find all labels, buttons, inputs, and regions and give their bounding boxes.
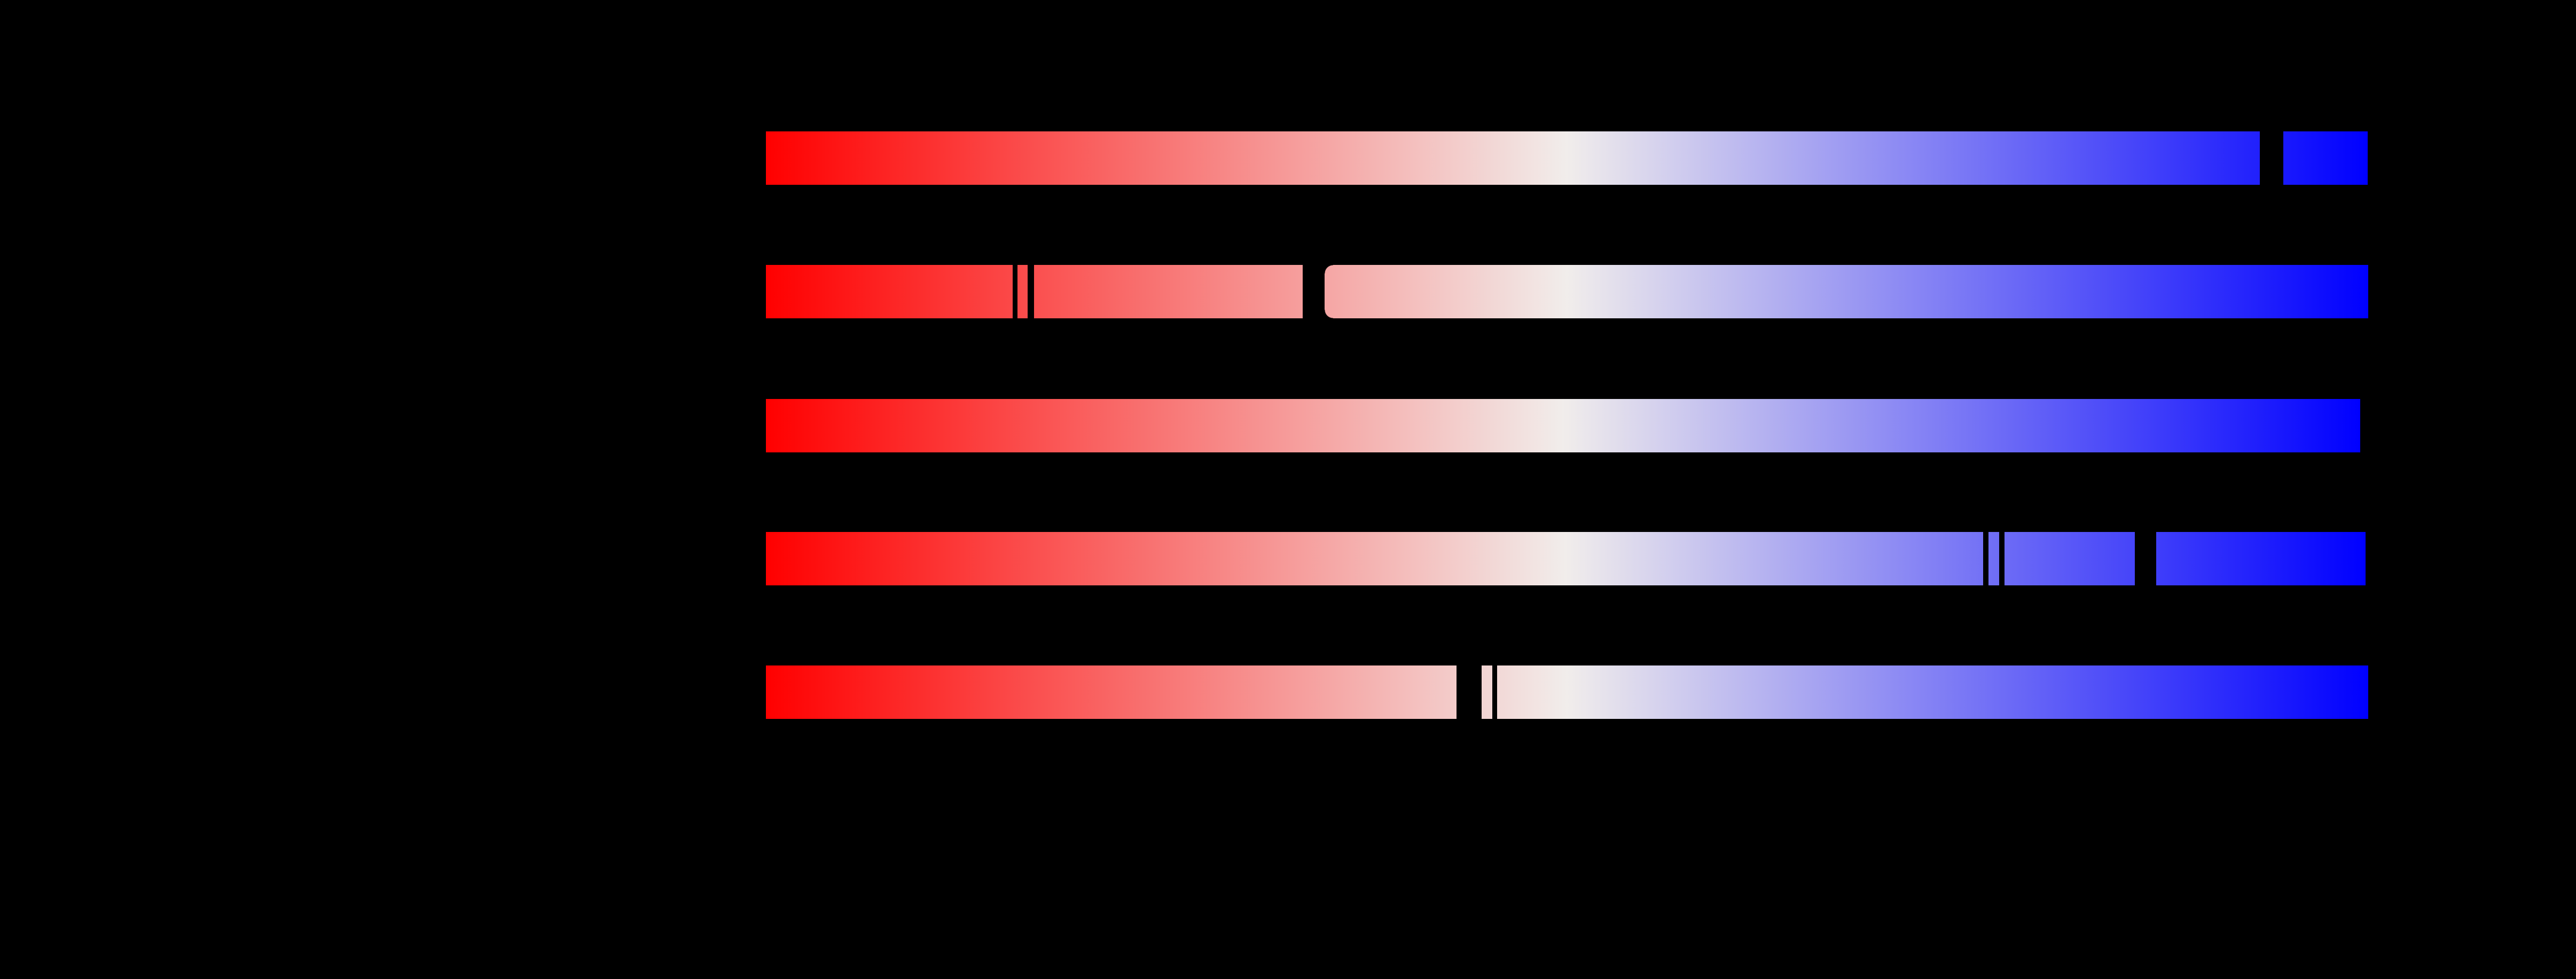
gradient-bar-row-4 [766, 531, 2366, 586]
bar-gap [1492, 665, 1497, 719]
bar-gap [1983, 531, 1988, 586]
segment-rounded-corner [1325, 265, 1333, 273]
bar-gap [1457, 665, 1482, 719]
gradient-bar-row-1 [766, 131, 2368, 185]
bar-gap [1028, 264, 1034, 319]
segment-rounded-corner [1325, 310, 1333, 318]
bar-gap [1013, 264, 1017, 319]
bar-gap [1303, 264, 1325, 319]
gradient-bar-row-2 [766, 264, 2368, 319]
bar-gap [2135, 531, 2156, 586]
gradient-bar-row-5 [766, 665, 2368, 719]
bar-gap [1999, 531, 2005, 586]
gradient-bar-row-3 [766, 399, 2360, 452]
bar-gap [2260, 131, 2283, 185]
